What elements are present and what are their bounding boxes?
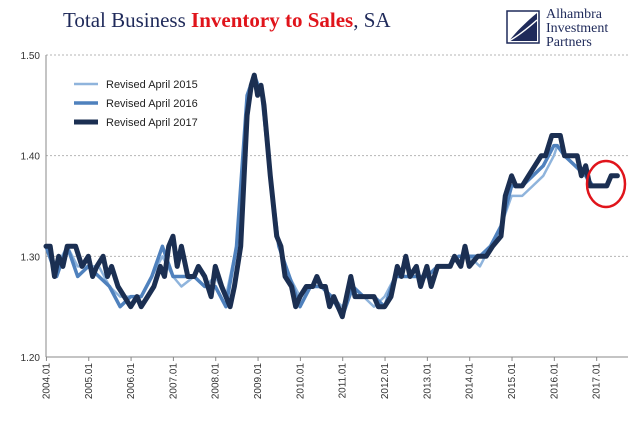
x-tick-label: 2010.01 — [295, 363, 306, 400]
chart-title: Total Business Inventory to Sales, SA — [63, 8, 391, 33]
logo-text: Alhambra Investment Partners — [546, 8, 608, 50]
x-tick-label: 2017.01 — [592, 363, 603, 400]
x-tick-label: 2009.01 — [253, 363, 264, 400]
title-post: , SA — [353, 8, 391, 32]
x-tick-label: 2016.01 — [549, 363, 560, 400]
series-line — [43, 72, 620, 320]
x-tick-label: 2013.01 — [422, 363, 433, 400]
y-tick-label: 1.30 — [21, 252, 41, 263]
highlight-circle — [585, 159, 627, 209]
x-tick-label: 2011.01 — [338, 363, 349, 399]
y-tick-label: 1.50 — [21, 51, 41, 62]
legend: Revised April 2015 Revised April 2016 Revi… — [74, 79, 198, 129]
y-tick-label: 1.20 — [21, 353, 41, 364]
x-tick-label: 2008.01 — [211, 363, 222, 400]
y-tick-label: 1.40 — [21, 152, 41, 163]
grid-layer — [46, 54, 628, 257]
title-pre: Total Business — [63, 8, 192, 32]
logo-line1: Alhambra — [546, 7, 602, 22]
logo-mark-icon — [506, 10, 540, 44]
x-tick-label: 2012.01 — [380, 363, 391, 400]
legend-label: Revised April 2017 — [106, 117, 198, 129]
x-tick-label: 2006.01 — [126, 363, 137, 400]
x-tick-label: 2007.01 — [168, 363, 179, 400]
title-highlight: Inventory to Sales — [191, 8, 354, 32]
axis-layer: 1.20 1.30 1.40 1.50 2004.01 2005.01 2006.01 200… — [21, 51, 628, 399]
logo-line2: Investment — [546, 21, 609, 36]
x-tick-label: 2004.01 — [41, 363, 52, 400]
x-tick-label: 2015.01 — [507, 363, 518, 400]
logo: Alhambra Investment Partners — [506, 8, 636, 56]
x-tick-label: 2005.01 — [84, 363, 95, 400]
series-layer — [43, 72, 620, 320]
legend-label: Revised April 2015 — [106, 79, 198, 91]
logo-line3: Partners — [546, 35, 592, 50]
legend-label: Revised April 2016 — [106, 98, 198, 110]
x-tick-label: 2014.01 — [465, 363, 476, 400]
